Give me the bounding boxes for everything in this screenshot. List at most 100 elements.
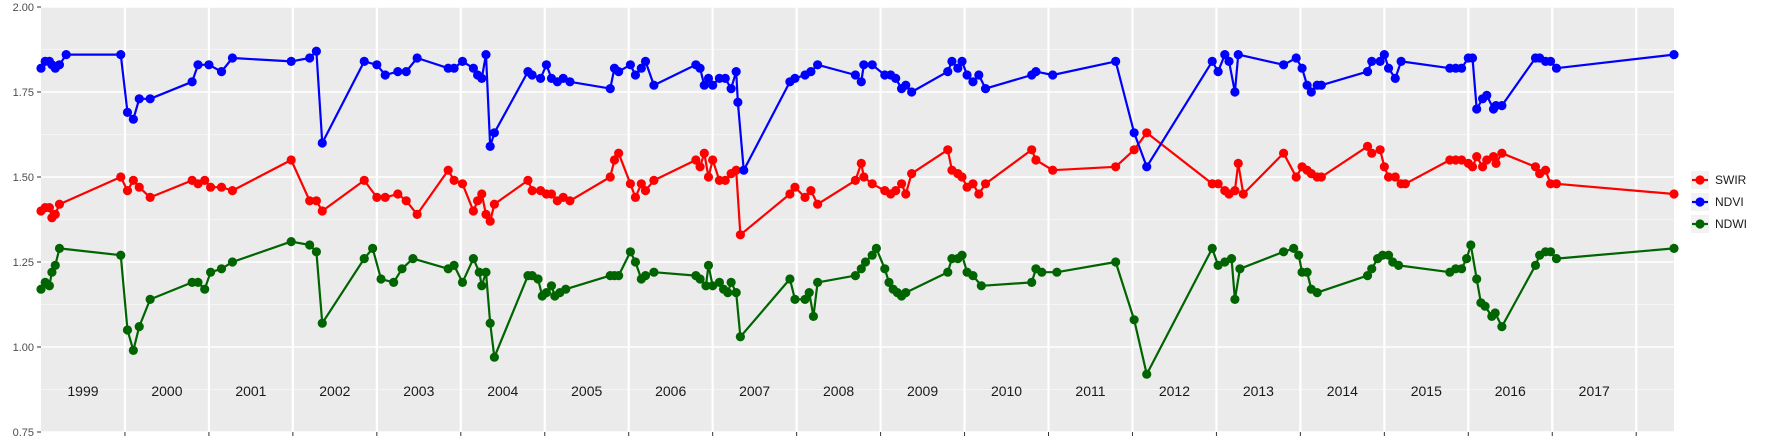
data-point-ndwi [1027, 277, 1037, 287]
data-point-ndvi [122, 107, 133, 117]
data-point-ndvi [649, 80, 659, 90]
data-point-swir [206, 182, 216, 192]
data-point-ndvi [813, 60, 823, 70]
data-point-ndwi [44, 281, 55, 291]
data-point-swir [1238, 189, 1248, 199]
data-point-ndvi [116, 50, 126, 60]
data-point-swir [800, 192, 810, 202]
data-point-ndwi [726, 277, 736, 287]
data-point-swir [1111, 162, 1121, 172]
data-point-ndvi [61, 50, 71, 60]
legend-label-swir: SWIR [1715, 173, 1747, 187]
data-point-swir [50, 209, 60, 219]
legend-label-ndvi: NDVI [1715, 195, 1744, 209]
data-point-swir [968, 179, 978, 189]
data-point-swir [44, 203, 55, 213]
data-point-swir [443, 165, 453, 175]
data-point-swir [943, 145, 953, 155]
year-label: 2013 [1243, 383, 1274, 399]
data-point-ndwi [397, 264, 407, 274]
data-point-ndvi [1129, 128, 1139, 138]
data-point-ndvi [1031, 67, 1041, 77]
data-point-ndwi [860, 257, 871, 267]
data-point-ndvi [974, 70, 984, 80]
data-point-ndvi [850, 70, 861, 80]
data-point-ndvi [216, 67, 227, 77]
data-point-swir [477, 189, 487, 199]
data-point-ndwi [359, 254, 369, 264]
year-label: 2009 [907, 383, 938, 399]
data-point-swir [380, 192, 390, 202]
data-point-ndwi [481, 267, 491, 277]
data-point-ndvi [1390, 73, 1400, 83]
data-point-swir [1467, 162, 1478, 172]
data-point-swir [901, 189, 911, 199]
data-point-ndvi [1297, 63, 1307, 73]
data-point-ndvi [1278, 60, 1289, 70]
data-point-ndwi [50, 260, 60, 270]
data-point-swir [1230, 186, 1240, 196]
data-point-ndwi [614, 271, 624, 281]
data-point-ndwi [1383, 250, 1394, 260]
data-point-ndwi [1142, 369, 1152, 379]
data-point-ndwi [800, 294, 810, 304]
data-point-swir [527, 186, 537, 196]
legend-key-point [1695, 219, 1705, 229]
data-point-ndwi [723, 288, 733, 298]
y-tick-label: 1.00 [13, 342, 34, 354]
data-point-swir [859, 172, 869, 182]
data-point-ndwi [389, 277, 399, 287]
data-point-ndwi [54, 243, 65, 253]
data-point-ndwi [1226, 254, 1237, 264]
y-tick-label: 1.50 [13, 172, 34, 184]
data-point-swir [128, 175, 138, 185]
data-point-ndwi [867, 250, 877, 260]
data-point-swir [609, 155, 620, 165]
data-point-swir [216, 182, 227, 192]
data-point-swir [1400, 179, 1410, 189]
data-point-swir [1213, 179, 1223, 189]
data-point-swir [1530, 162, 1541, 172]
data-point-swir [695, 162, 705, 172]
year-label: 2006 [655, 383, 686, 399]
data-point-swir [1540, 165, 1551, 175]
data-point-swir [286, 155, 296, 165]
data-point-ndwi [1480, 301, 1490, 311]
data-point-ndvi [640, 56, 651, 66]
data-point-ndvi [128, 114, 138, 124]
data-point-ndvi [489, 128, 499, 138]
year-label: 2004 [487, 383, 518, 399]
data-point-ndvi [1213, 67, 1223, 77]
data-point-swir [640, 186, 651, 196]
data-point-ndvi [1467, 53, 1478, 63]
data-point-ndvi [477, 73, 487, 83]
data-point-ndwi [703, 260, 714, 270]
data-point-swir [974, 189, 984, 199]
data-point-swir [1383, 172, 1394, 182]
data-point-ndwi [695, 274, 705, 284]
data-point-ndvi [867, 60, 877, 70]
data-point-ndwi [1294, 250, 1304, 260]
data-point-swir [122, 186, 133, 196]
data-point-swir [1027, 145, 1037, 155]
data-point-swir [1362, 141, 1373, 151]
data-point-ndvi [449, 63, 459, 73]
data-point-swir [691, 155, 701, 165]
data-point-ndvi [1456, 63, 1467, 73]
data-point-ndwi [1289, 243, 1299, 253]
data-point-ndvi [36, 63, 46, 73]
year-label: 2008 [823, 383, 854, 399]
data-point-ndvi [605, 84, 615, 94]
data-point-ndwi [408, 254, 418, 264]
data-point-ndvi [1207, 56, 1217, 66]
data-point-swir [735, 230, 745, 240]
data-point-ndwi [122, 325, 133, 335]
data-point-swir [1233, 158, 1243, 168]
data-point-ndvi [1230, 87, 1240, 97]
data-point-ndvi [393, 67, 403, 77]
data-point-swir [867, 179, 877, 189]
data-point-ndwi [1551, 254, 1562, 264]
data-point-ndwi [227, 257, 238, 267]
data-point-swir [1142, 128, 1152, 138]
data-point-ndvi [1306, 87, 1316, 97]
